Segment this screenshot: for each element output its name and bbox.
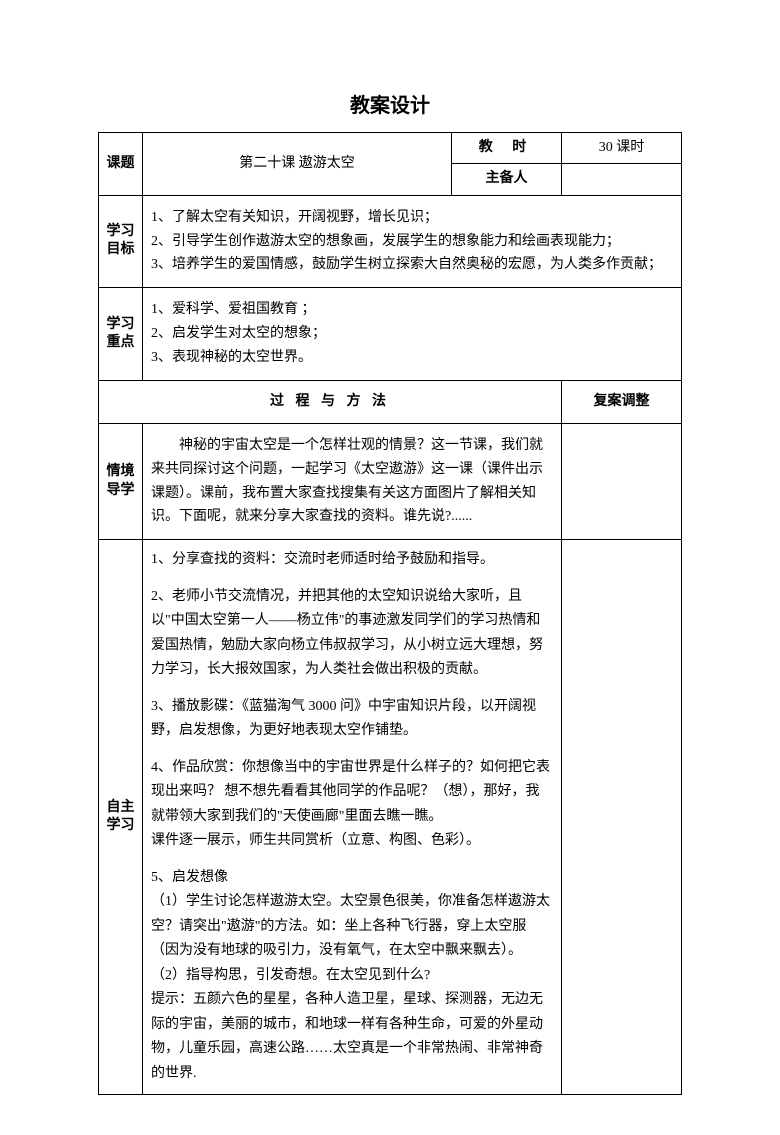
topic-value: 第二十课 遨游太空 — [143, 133, 452, 196]
focus-item: 3、表现神秘的太空世界。 — [151, 346, 673, 370]
self-study-content: 1、分享查找的资料：交流时老师适时给予鼓励和指导。 2、老师小节交流情况，并把其… — [143, 540, 562, 1095]
period-value: 30 课时 — [562, 133, 682, 164]
focus-row: 学习重点 1、爱科学、爱祖国教育 ； 2、启发学生对太空的想象； 3、表现神秘的… — [99, 288, 682, 380]
study-p2: 2、老师小节交流情况，并把其他的太空知识说给大家听，且以"中国太空第一人——杨立… — [151, 585, 553, 683]
study-p1: 1、分享查找的资料：交流时老师适时给予鼓励和指导。 — [151, 548, 553, 573]
period-label: 教 时 — [452, 133, 562, 164]
study-p5: 5、启发想像 — [151, 866, 553, 891]
preparer-value — [562, 164, 682, 195]
study-p5c: 提示：五颜六色的星星，各种人造卫星，星球、探测器，无边无际的宇宙，美丽的城市，和… — [151, 988, 553, 1086]
preparer-label: 主备人 — [452, 164, 562, 195]
self-study-adjust — [562, 540, 682, 1095]
context-content: 神秘的宇宙太空是一个怎样壮观的情景？这一节课，我们就来共同探讨这个问题，一起学习… — [143, 423, 562, 539]
focus-item: 2、启发学生对太空的想象； — [151, 322, 673, 346]
objectives-content: 1、了解太空有关知识，开阔视野，增长见识； 2、引导学生创作遨游太空的想象画，发… — [143, 195, 682, 287]
focus-label: 学习重点 — [99, 288, 143, 380]
focus-item: 1、爱科学、爱祖国教育 ； — [151, 298, 673, 322]
context-label: 情境导学 — [99, 423, 143, 539]
lesson-plan-table: 课题 第二十课 遨游太空 教 时 30 课时 主备人 学习目标 1、了解太空有关… — [98, 132, 682, 1095]
self-study-label: 自主学习 — [99, 540, 143, 1095]
topic-label: 课题 — [99, 133, 143, 196]
focus-content: 1、爱科学、爱祖国教育 ； 2、启发学生对太空的想象； 3、表现神秘的太空世界。 — [143, 288, 682, 380]
study-p4b: 课件逐一展示，师生共同赏析（立意、构图、色彩）。 — [151, 829, 553, 854]
objective-item: 2、引导学生创作遨游太空的想象画，发展学生的想象能力和绘画表现能力； — [151, 230, 673, 254]
self-study-row: 自主学习 1、分享查找的资料：交流时老师适时给予鼓励和指导。 2、老师小节交流情… — [99, 540, 682, 1095]
objective-item: 3、培养学生的爱国情感，鼓励学生树立探索大自然奥秘的宏愿，为人类多作贡献； — [151, 253, 673, 277]
study-p4a: 4、作品欣赏：你想像当中的宇宙世界是什么样子的？如何把它表现出来吗？ 想不想先看… — [151, 756, 553, 830]
objectives-label: 学习目标 — [99, 195, 143, 287]
context-adjust — [562, 423, 682, 539]
context-text: 神秘的宇宙太空是一个怎样壮观的情景？这一节课，我们就来共同探讨这个问题，一起学习… — [151, 434, 553, 529]
process-header: 过 程 与 方 法 — [99, 380, 562, 423]
doc-title: 教案设计 — [98, 90, 682, 122]
study-p5a: （1）学生讨论怎样遨游太空。太空景色很美，你准备怎样遨游太空？请突出"遨游"的方… — [151, 890, 553, 964]
context-row: 情境导学 神秘的宇宙太空是一个怎样壮观的情景？这一节课，我们就来共同探讨这个问题… — [99, 423, 682, 539]
study-p3: 3、播放影碟：《蓝猫淘气 3000 问》中宇宙知识片段，以开阔视野，启发想像，为… — [151, 695, 553, 744]
process-header-row: 过 程 与 方 法 复案调整 — [99, 380, 682, 423]
objective-item: 1、了解太空有关知识，开阔视野，增长见识； — [151, 206, 673, 230]
study-p5b: （2）指导构思，引发奇想。在太空见到什么? — [151, 964, 553, 989]
header-row-1: 课题 第二十课 遨游太空 教 时 30 课时 — [99, 133, 682, 164]
objectives-row: 学习目标 1、了解太空有关知识，开阔视野，增长见识； 2、引导学生创作遨游太空的… — [99, 195, 682, 287]
adjust-header: 复案调整 — [562, 380, 682, 423]
